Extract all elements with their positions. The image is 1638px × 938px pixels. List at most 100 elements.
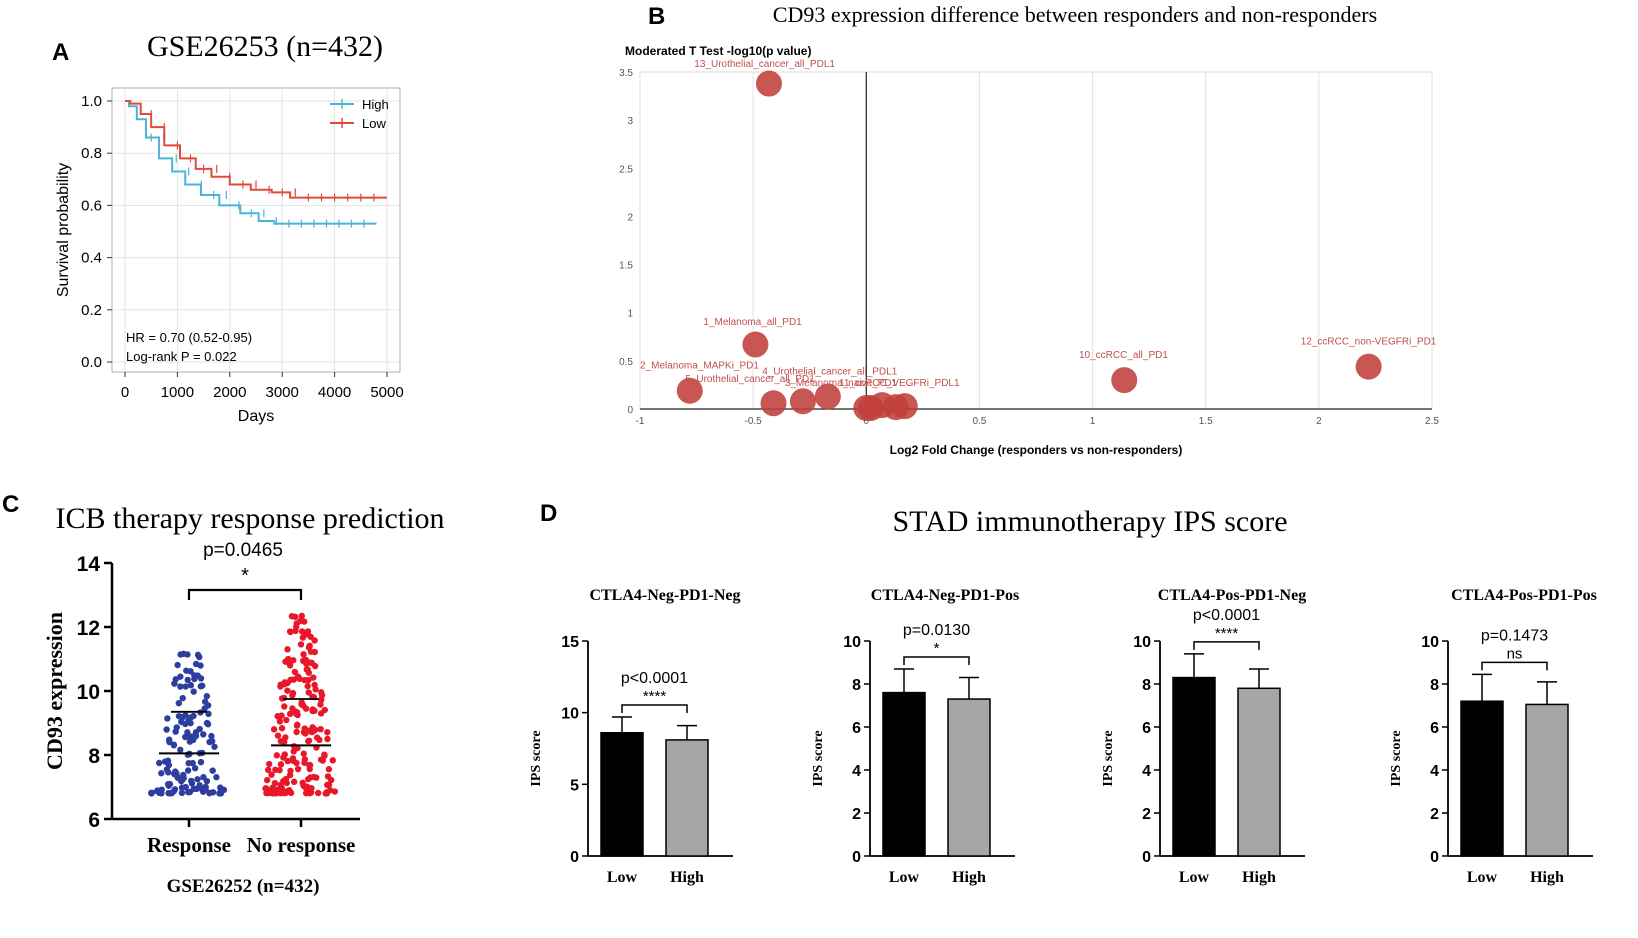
dot-point — [182, 733, 189, 741]
dot-point — [188, 780, 196, 787]
ips-y-tick-label: 6 — [1430, 720, 1439, 737]
dot-point — [313, 774, 320, 781]
dot-point — [305, 737, 312, 745]
ips-category-label: Low — [607, 869, 638, 886]
km-y-tick-label: 0.8 — [81, 145, 102, 162]
dot-point — [182, 720, 189, 728]
panel-letter-c: C — [2, 491, 19, 518]
dot-point — [278, 695, 286, 702]
dot-point — [184, 651, 191, 658]
ips-bar-low — [882, 691, 926, 857]
ips-y-tick-label: 6 — [1142, 720, 1151, 737]
dot-point — [177, 673, 184, 680]
dot-point — [183, 667, 190, 674]
dot-point — [288, 613, 296, 620]
km-x-tick-label: 4000 — [318, 384, 351, 401]
dot-point — [296, 675, 303, 683]
dot-point — [272, 766, 279, 773]
volcano-point — [755, 70, 782, 97]
dot-point — [265, 766, 272, 774]
dot-point — [290, 676, 297, 683]
ips-p-value: p<0.0001 — [1193, 607, 1260, 624]
dot-point — [278, 725, 286, 732]
dot-point — [298, 699, 305, 706]
dot-point — [170, 741, 178, 748]
dot-point — [208, 732, 215, 740]
ips-p-value: p=0.1473 — [1481, 627, 1548, 644]
ips-category-label: High — [952, 869, 986, 886]
volcano-point-label: 1_Melanoma_all_PD1 — [703, 317, 802, 328]
ips-y-tick-label: 0 — [1430, 849, 1439, 866]
km-legend-label-low: Low — [362, 116, 386, 131]
dot-point — [196, 725, 203, 733]
ips-p-value: p=0.0130 — [903, 622, 970, 639]
dot-point — [286, 660, 293, 667]
dot-point — [306, 788, 314, 796]
volcano-point — [742, 331, 769, 358]
ips-y-tick-label: 2 — [1430, 806, 1439, 823]
ips-bar-chart-4: CTLA4-Pos-PD1-Pos 0 2 4 6 8 10 IPS score Low High… — [1389, 587, 1597, 886]
dot-y-tick-label: 8 — [88, 745, 100, 768]
ips-y-tick-label: 0 — [570, 849, 579, 866]
volcano-point-label: 2_Melanoma_MAPKi_PD1 — [640, 361, 759, 372]
dot-point — [305, 644, 313, 651]
dot-point — [321, 706, 328, 714]
dot-point — [306, 765, 313, 773]
dot-point — [301, 725, 308, 732]
km-y-axis-label: Survival probability — [55, 163, 72, 297]
volcano-x-tick-label: -0.5 — [745, 416, 763, 427]
dot-significance-bracket — [187, 588, 303, 600]
volcano-x-axis-label: Log2 Fold Change (responders vs non-resp… — [890, 443, 1183, 457]
ips-bar-high — [665, 739, 709, 857]
volcano-y-tick-label: 2.5 — [619, 164, 633, 175]
dot-point — [293, 759, 300, 767]
dot-point — [284, 646, 291, 653]
km-y-tick-label: 0.0 — [81, 354, 102, 371]
dot-point — [184, 767, 192, 774]
dot-point — [206, 738, 213, 746]
km-curve-low — [125, 100, 387, 199]
dot-point — [302, 730, 309, 737]
ips-category-label: High — [670, 869, 704, 886]
dot-point — [297, 641, 305, 648]
dot-y-tick-label: 14 — [77, 553, 101, 576]
dot-point — [303, 660, 310, 668]
ips-bar-low — [600, 731, 644, 857]
dot-point — [305, 676, 312, 684]
ips-bar-high — [1525, 703, 1569, 857]
panel-d-title: STAD immunotherapy IPS score — [892, 505, 1287, 538]
volcano-y-tick-label: 1 — [627, 309, 633, 320]
ips-y-tick-label: 8 — [1430, 677, 1439, 694]
volcano-point — [676, 377, 703, 404]
dot-point — [311, 662, 319, 670]
dot-point — [197, 675, 205, 682]
ips-bar-high — [1237, 687, 1281, 857]
ips-y-tick-label: 0 — [852, 849, 861, 866]
dot-point — [190, 712, 197, 720]
dot-point — [291, 668, 299, 676]
dot-point — [166, 736, 173, 743]
dot-point — [263, 786, 270, 793]
dot-point — [174, 661, 181, 669]
dot-point — [287, 628, 294, 636]
panel-letter-b: B — [648, 3, 665, 30]
volcano-frame — [639, 71, 1433, 410]
km-plot-frame — [111, 87, 401, 373]
ips-y-tick-label: 4 — [852, 763, 861, 780]
dot-point — [281, 738, 288, 746]
volcano-x-tick-label: 0 — [864, 416, 870, 427]
km-x-tick-label: 2000 — [213, 384, 246, 401]
ips-y-tick-label: 8 — [1142, 677, 1151, 694]
dot-point — [197, 683, 204, 690]
dot-point — [273, 752, 281, 759]
dot-point — [324, 735, 331, 743]
dot-point — [299, 779, 306, 787]
ips-bar-high — [947, 698, 991, 857]
ips-y-tick-label: 10 — [843, 634, 861, 651]
volcano-x-tick-label: 2 — [1316, 416, 1322, 427]
volcano-y-tick-label: 0 — [627, 405, 633, 416]
ips-y-axis-label: IPS score — [529, 730, 544, 786]
ips-chart-title: CTLA4-Neg-PD1-Neg — [589, 587, 740, 604]
dot-point — [194, 776, 201, 783]
